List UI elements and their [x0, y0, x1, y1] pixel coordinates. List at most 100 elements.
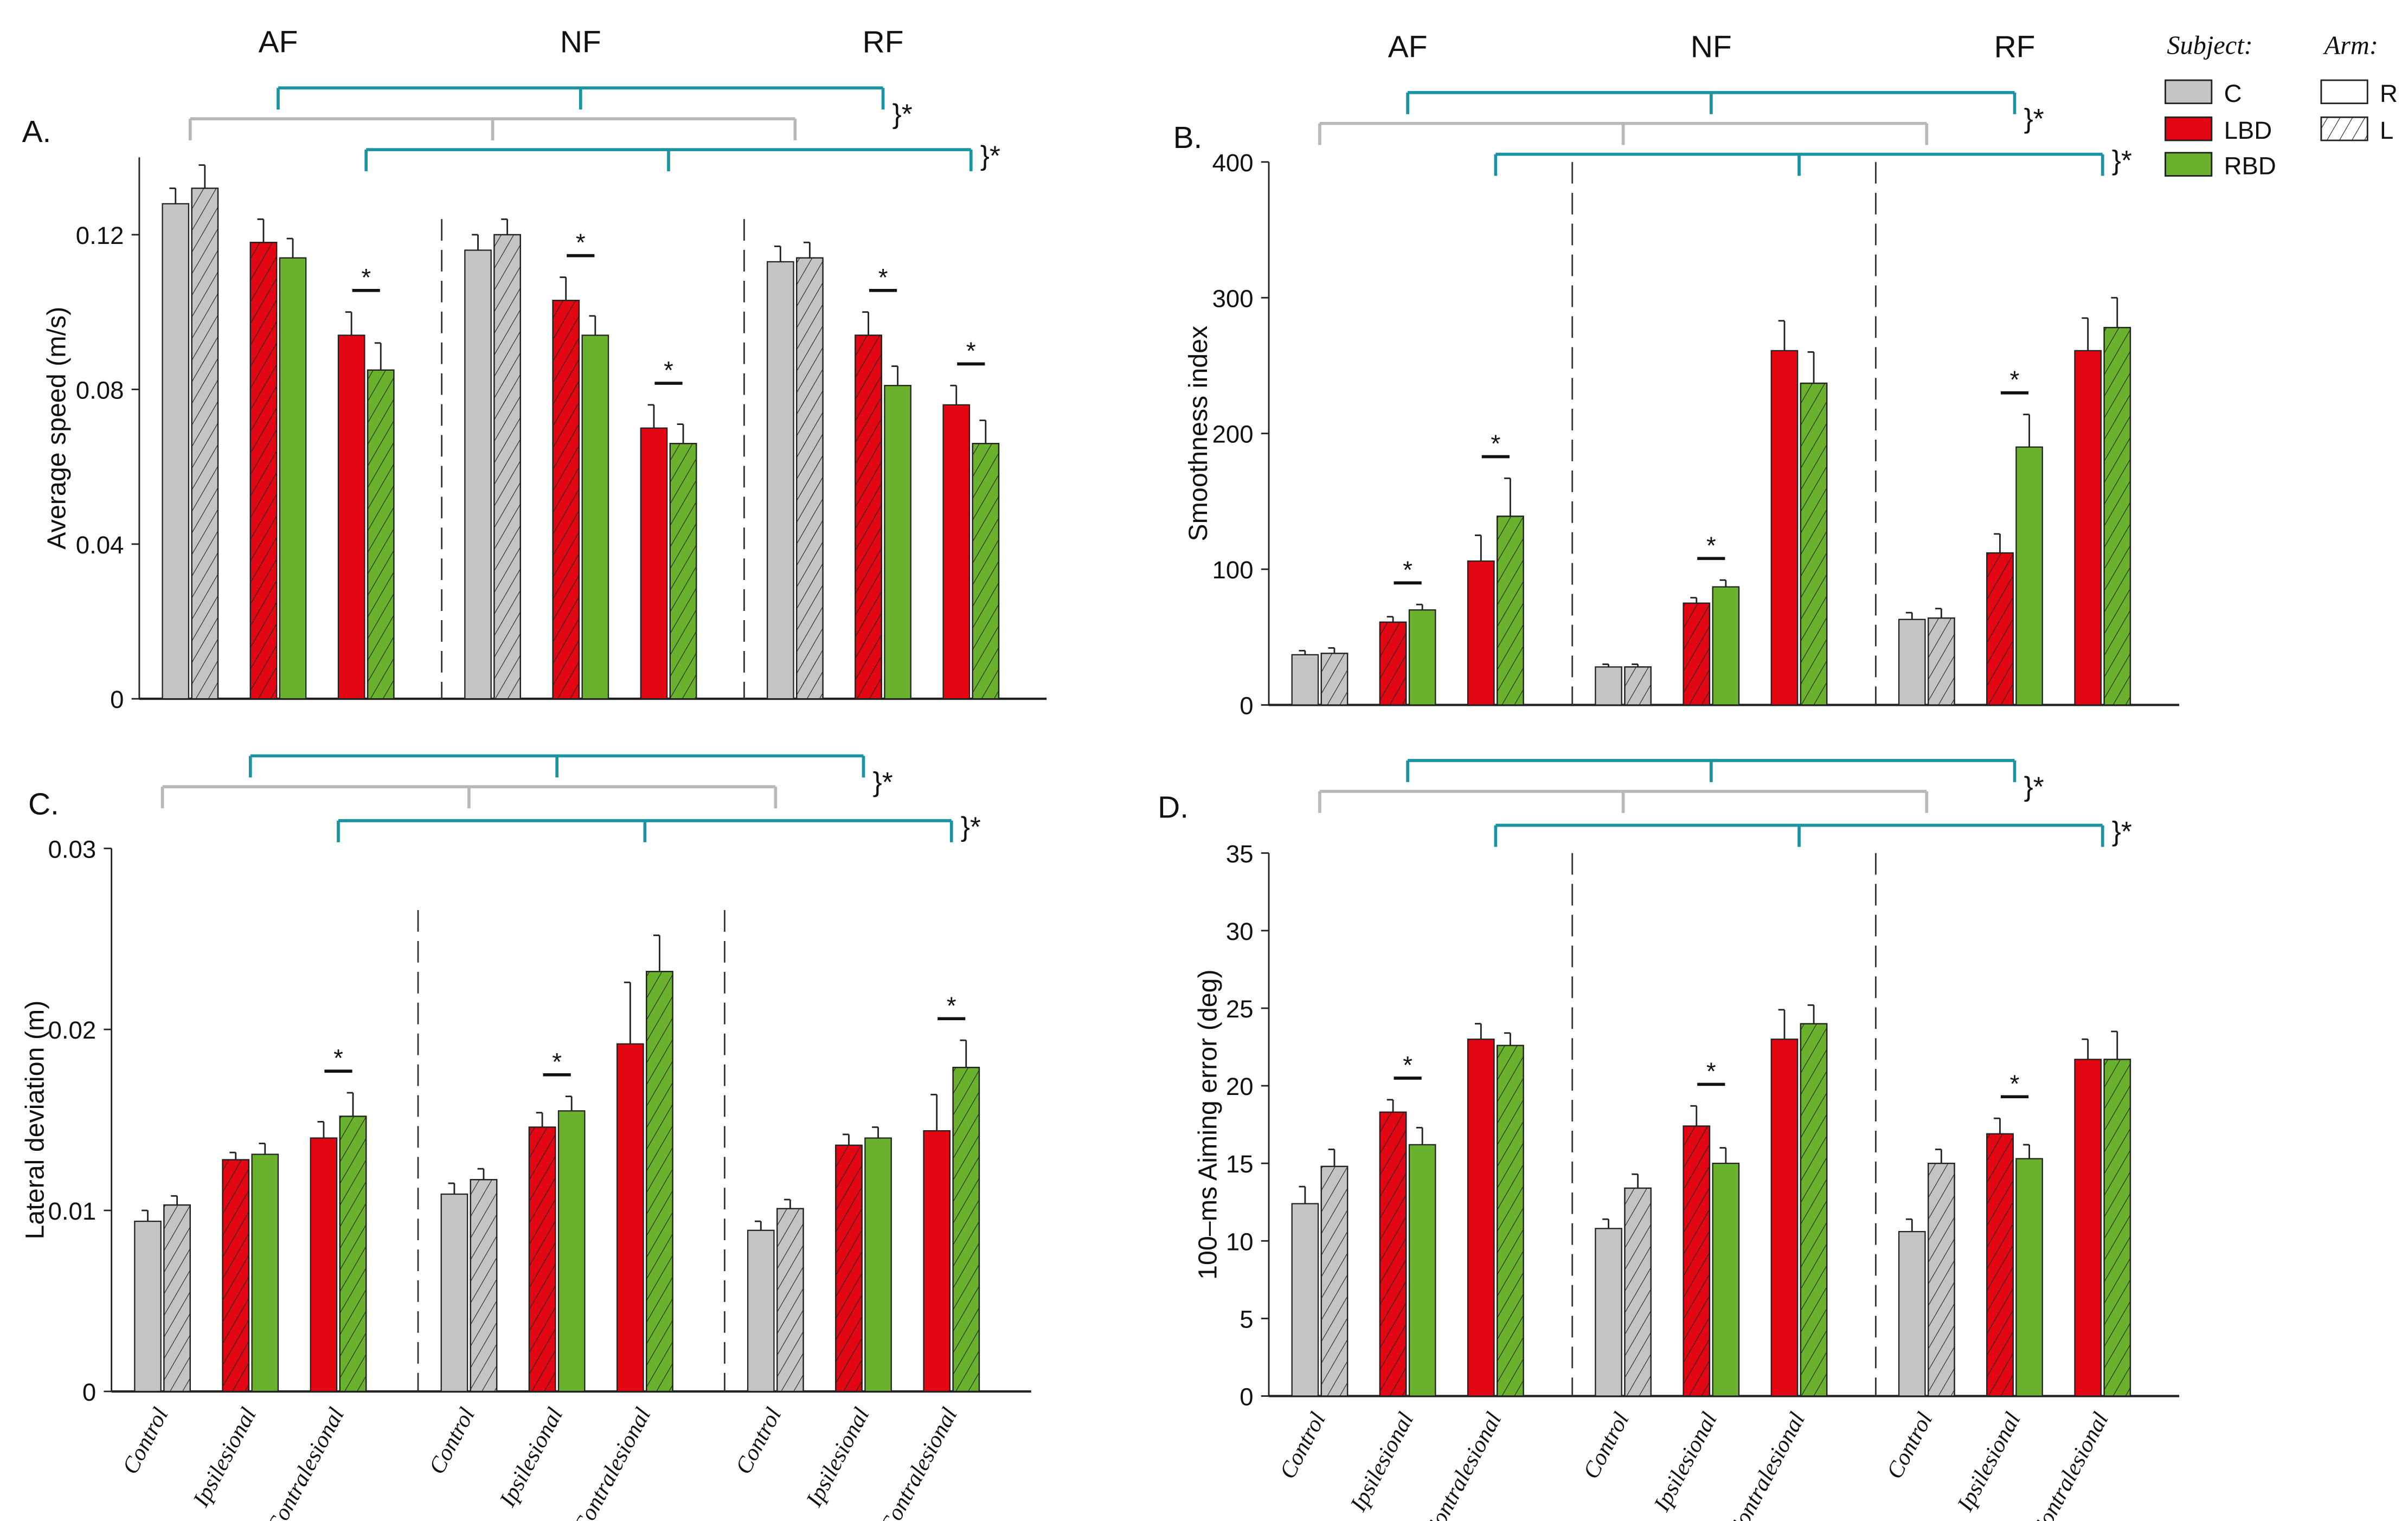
x-tick-label: Ipsilesional [1952, 1408, 2025, 1516]
x-tick-label: Contralesional [1723, 1408, 1810, 1521]
legend-swatch-c [2165, 79, 2213, 105]
significance-star: * [1706, 532, 1716, 559]
significance-star: * [1403, 1051, 1412, 1079]
significance-star: * [1403, 556, 1412, 584]
bar-hatch [191, 188, 219, 700]
y-tick-label: 0.12 [76, 222, 124, 249]
significance-star: * [1706, 1058, 1716, 1085]
legend-label-r: R [2380, 80, 2398, 107]
y-tick-label: 0.03 [48, 835, 97, 863]
y-tick-label: 100 [1212, 556, 1254, 584]
bar-hatch [470, 1179, 498, 1393]
legend-label-l: L [2380, 117, 2393, 144]
x-tick-label: Contralesional [568, 1403, 656, 1521]
y-tick-label: 0.01 [48, 1197, 97, 1225]
bar-nf-ipsilesional-rbd-r [1712, 586, 1740, 706]
legend-label-lbd: LBD [2224, 117, 2272, 144]
bar-nf-ipsilesional-rbd-r [581, 334, 609, 700]
panel-a: A. 0 0.04 0.08 0.12 Average speed (m/s) * * * * *}… [22, 25, 1047, 713]
bar-hatch [1320, 653, 1349, 706]
bar-hatch [552, 300, 580, 700]
y-tick-label: 300 [1212, 285, 1254, 312]
legend: Subject: Arm: C LBD RBD R L [2165, 31, 2398, 180]
significance-brace: }* [892, 99, 913, 130]
bar-hatch [2103, 1059, 2131, 1397]
group-label-nf: NF [560, 25, 601, 60]
x-tick-label: Control [1882, 1408, 1937, 1483]
significance-brace: }* [2112, 145, 2132, 176]
bar-hatch [222, 1159, 250, 1393]
group-label-rf: RF [1994, 29, 2035, 64]
panel-c: C. 0 0.01 0.02 0.03 Lateral deviation (m) Cont… [20, 754, 1031, 1521]
bar-hatch [646, 971, 673, 1393]
y-axis-label: Average speed (m/s) [42, 307, 71, 550]
panel-label: C. [28, 787, 59, 822]
significance-star: * [333, 1045, 343, 1072]
bar-af-contralesional-lbd-r [1467, 560, 1495, 706]
bar-hatch [367, 369, 395, 700]
bar-nf-control-c-r [464, 249, 492, 700]
y-tick-label: 0 [110, 686, 124, 713]
panel-label: A. [22, 114, 52, 149]
bar-hatch [1928, 617, 1955, 706]
bar-af-control-c-r [1291, 654, 1319, 706]
y-tick-label: 5 [1240, 1305, 1253, 1333]
bar-rf-contralesional-lbd-r [923, 1130, 951, 1393]
bar-nf-contralesional-lbd-r [640, 427, 668, 700]
bar-hatch [1379, 1111, 1407, 1397]
bar-af-contralesional-lbd-r [310, 1137, 338, 1393]
x-tick-label: Contralesional [1419, 1408, 1507, 1521]
bar-af-control-c-r [162, 203, 190, 700]
significance-star: * [361, 263, 371, 291]
y-tick-label: 0 [1240, 1383, 1253, 1411]
group-label-af: AF [1388, 29, 1428, 64]
y-tick-label: 0 [82, 1378, 96, 1406]
x-tick-label: Ipsilesional [801, 1403, 874, 1511]
x-tick-label: Control [118, 1403, 174, 1478]
significance-star: * [878, 263, 888, 291]
y-tick-label: 0 [1240, 692, 1253, 720]
bar-hatch [835, 1144, 863, 1393]
x-tick-label: Contralesional [2026, 1408, 2114, 1521]
bar-hatch [1497, 515, 1524, 706]
bar-hatch [1800, 382, 1828, 706]
bar-hatch [493, 234, 521, 700]
bar-rf-ipsilesional-rbd-r [884, 385, 911, 700]
significance-brace: }* [961, 811, 981, 842]
bar-nf-control-c-r [440, 1193, 468, 1393]
x-tick-label: Control [424, 1403, 480, 1478]
bar-hatch [1986, 552, 2014, 706]
y-tick-label: 0.04 [76, 531, 124, 559]
bar-rf-contralesional-lbd-r [2074, 350, 2102, 706]
bar-hatch [776, 1208, 804, 1393]
bar-hatch [1624, 666, 1652, 706]
bar-rf-control-c-r [1898, 618, 1926, 706]
bar-hatch [1497, 1045, 1524, 1397]
significance-star: * [947, 992, 956, 1020]
significance-brace: }* [2024, 771, 2044, 802]
x-tick-label: Ipsilesional [188, 1403, 261, 1511]
x-tick-label: Contralesional [875, 1403, 962, 1521]
legend-arm-title: Arm: [2323, 31, 2378, 60]
bar-af-control-c-r [1291, 1203, 1319, 1397]
significance-star: * [552, 1048, 562, 1075]
significance-brace: }* [980, 140, 1000, 171]
bar-af-ipsilesional-rbd-r [1408, 609, 1436, 706]
bar-hatch [1928, 1163, 1955, 1397]
bar-hatch [1986, 1133, 2014, 1397]
x-tick-label: Ipsilesional [1649, 1408, 1722, 1516]
significance-star: * [2010, 1070, 2020, 1098]
bar-hatch [1683, 1125, 1711, 1397]
bar-hatch [1800, 1023, 1828, 1397]
bar-rf-ipsilesional-rbd-r [864, 1137, 892, 1393]
bar-nf-control-c-r [1595, 666, 1622, 706]
bar-af-contralesional-lbd-r [337, 334, 365, 700]
bar-hatch [669, 443, 697, 700]
y-tick-label: 25 [1226, 995, 1254, 1023]
significance-brace: }* [873, 766, 893, 797]
x-tick-label: Contralesional [261, 1403, 349, 1521]
legend-swatch-rbd [2165, 152, 2213, 177]
panel-label: D. [1158, 790, 1189, 824]
bar-rf-ipsilesional-rbd-r [2015, 1158, 2043, 1397]
legend-label-rbd: RBD [2224, 152, 2276, 180]
